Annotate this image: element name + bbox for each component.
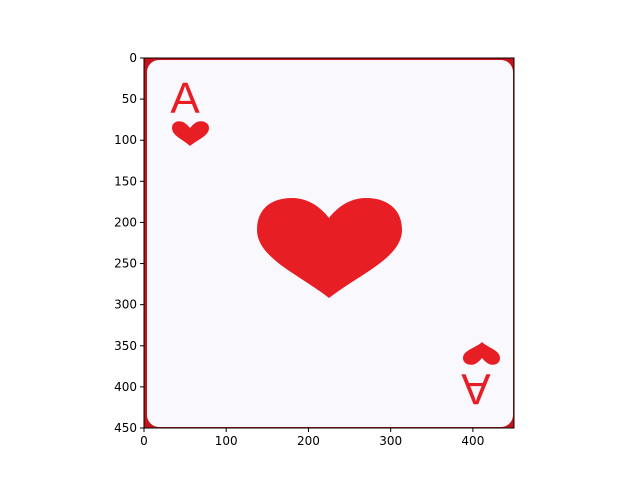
y-tick-label: 100 [114, 133, 137, 147]
y-tick-label: 0 [129, 51, 137, 65]
y-tick-label: 250 [114, 257, 137, 271]
axes-frame [143, 57, 515, 429]
x-tick-label: 200 [297, 434, 320, 448]
heart-icon-top-left [172, 121, 209, 146]
x-axis: 0 100 200 300 400 [140, 428, 484, 448]
y-tick-label: 400 [114, 380, 137, 394]
y-tick-label: 300 [114, 298, 137, 312]
y-axis: 0 50 100 150 200 250 300 350 400 450 [114, 51, 144, 435]
y-tick-label: 350 [114, 339, 137, 353]
heart-icon-center [257, 198, 402, 298]
rank-bottom-right: A [461, 364, 491, 413]
x-tick-label: 300 [379, 434, 402, 448]
rank-top-left: A [170, 74, 200, 123]
x-tick-label: 100 [215, 434, 238, 448]
x-tick-label: 400 [461, 434, 484, 448]
playing-card: A A [144, 58, 514, 428]
y-tick-label: 450 [114, 421, 137, 435]
y-tick-label: 200 [114, 215, 137, 229]
y-tick-label: 150 [114, 174, 137, 188]
heart-icon-bottom-right [463, 342, 500, 365]
x-tick-label: 0 [140, 434, 148, 448]
y-tick-label: 50 [122, 92, 137, 106]
